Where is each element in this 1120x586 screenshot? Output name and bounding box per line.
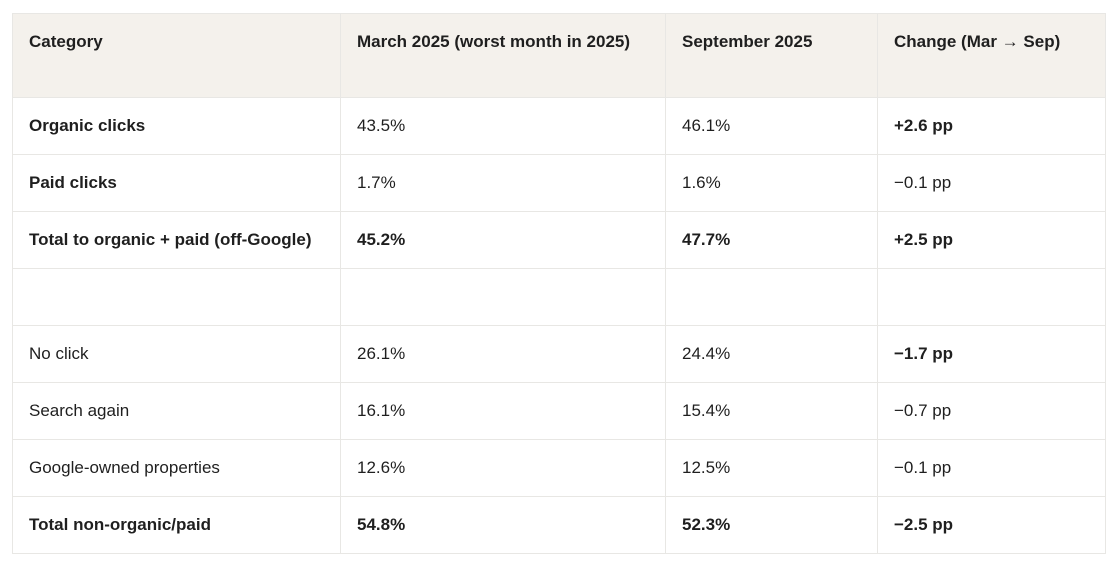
cell-change-value: +2.6 pp — [877, 97, 1106, 155]
cell-change-value: −0.7 pp — [877, 382, 1106, 440]
cell-category: Total to organic + paid (off-Google) — [12, 211, 341, 269]
table-row-google-owned-properties: Google-owned properties 12.6% 12.5% −0.1… — [12, 439, 1106, 497]
header-row: Category March 2025 (worst month in 2025… — [12, 13, 1106, 98]
header-cell-march-2025: March 2025 (worst month in 2025) — [340, 13, 666, 98]
cell-change-value: −0.1 pp — [877, 154, 1106, 212]
table-row-spacer — [12, 268, 1106, 326]
cell-september-value: 47.7% — [665, 211, 878, 269]
cell-category: Total non-organic/paid — [12, 496, 341, 554]
search-clicks-comparison-table: Category March 2025 (worst month in 2025… — [12, 13, 1106, 554]
table-header: Category March 2025 (worst month in 2025… — [12, 13, 1106, 98]
header-cell-change: Change (Mar → Sep) — [877, 13, 1106, 98]
cell-march-value: 16.1% — [340, 382, 666, 440]
cell-change-value — [877, 268, 1106, 326]
cell-change-value: +2.5 pp — [877, 211, 1106, 269]
cell-category: Google-owned properties — [12, 439, 341, 497]
cell-march-value: 26.1% — [340, 325, 666, 383]
table-row-paid-clicks: Paid clicks 1.7% 1.6% −0.1 pp — [12, 154, 1106, 212]
cell-march-value: 54.8% — [340, 496, 666, 554]
table-row-search-again: Search again 16.1% 15.4% −0.7 pp — [12, 382, 1106, 440]
cell-september-value: 46.1% — [665, 97, 878, 155]
table-row-no-click: No click 26.1% 24.4% −1.7 pp — [12, 325, 1106, 383]
cell-march-value: 1.7% — [340, 154, 666, 212]
cell-september-value: 1.6% — [665, 154, 878, 212]
cell-category: Organic clicks — [12, 97, 341, 155]
table-row-total-non-organic-paid: Total non-organic/paid 54.8% 52.3% −2.5 … — [12, 496, 1106, 554]
cell-category: Paid clicks — [12, 154, 341, 212]
cell-change-value: −2.5 pp — [877, 496, 1106, 554]
cell-march-value: 12.6% — [340, 439, 666, 497]
cell-september-value: 52.3% — [665, 496, 878, 554]
header-cell-category: Category — [12, 13, 341, 98]
cell-september-value — [665, 268, 878, 326]
table-row-total-organic-paid: Total to organic + paid (off-Google) 45.… — [12, 211, 1106, 269]
cell-category — [12, 268, 341, 326]
cell-march-value: 45.2% — [340, 211, 666, 269]
cell-category: Search again — [12, 382, 341, 440]
table-body: Organic clicks 43.5% 46.1% +2.6 pp Paid … — [12, 97, 1106, 554]
cell-september-value: 24.4% — [665, 325, 878, 383]
header-cell-september-2025: September 2025 — [665, 13, 878, 98]
cell-march-value: 43.5% — [340, 97, 666, 155]
cell-change-value: −1.7 pp — [877, 325, 1106, 383]
cell-september-value: 12.5% — [665, 439, 878, 497]
cell-change-value: −0.1 pp — [877, 439, 1106, 497]
table-row-organic-clicks: Organic clicks 43.5% 46.1% +2.6 pp — [12, 97, 1106, 155]
cell-category: No click — [12, 325, 341, 383]
cell-march-value — [340, 268, 666, 326]
cell-september-value: 15.4% — [665, 382, 878, 440]
